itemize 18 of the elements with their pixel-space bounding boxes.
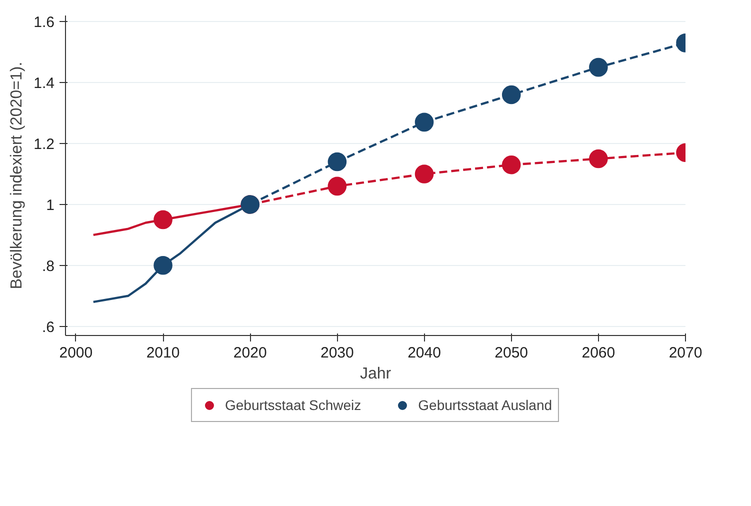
legend-label: Geburtsstaat Schweiz <box>224 397 362 413</box>
x-axis-title: Jahr <box>360 366 392 382</box>
x-tick-label: 2050 <box>494 344 528 362</box>
x-tick-label: 2060 <box>582 344 616 362</box>
x-tick-label: 2070 <box>668 344 702 362</box>
legend-label: Geburtsstaat Ausland <box>418 397 552 413</box>
y-tick-label: 1.6 <box>34 14 55 32</box>
y-tick-label: 1 <box>46 196 54 214</box>
y-tick-label: .8 <box>42 258 55 275</box>
y-axis-title: Bevölkerung indexiert (2020=1). <box>8 62 26 290</box>
x-tick-label: 2000 <box>59 344 93 362</box>
y-tick-label: .6 <box>42 318 55 336</box>
y-tick-label: 1.2 <box>34 136 55 153</box>
x-tick-label: 2030 <box>320 344 354 362</box>
x-tick-label: 2020 <box>233 344 267 362</box>
x-tick-label: 2010 <box>146 344 180 362</box>
y-tick-label: 1.4 <box>34 75 55 92</box>
x-tick-label: 2040 <box>408 344 441 362</box>
